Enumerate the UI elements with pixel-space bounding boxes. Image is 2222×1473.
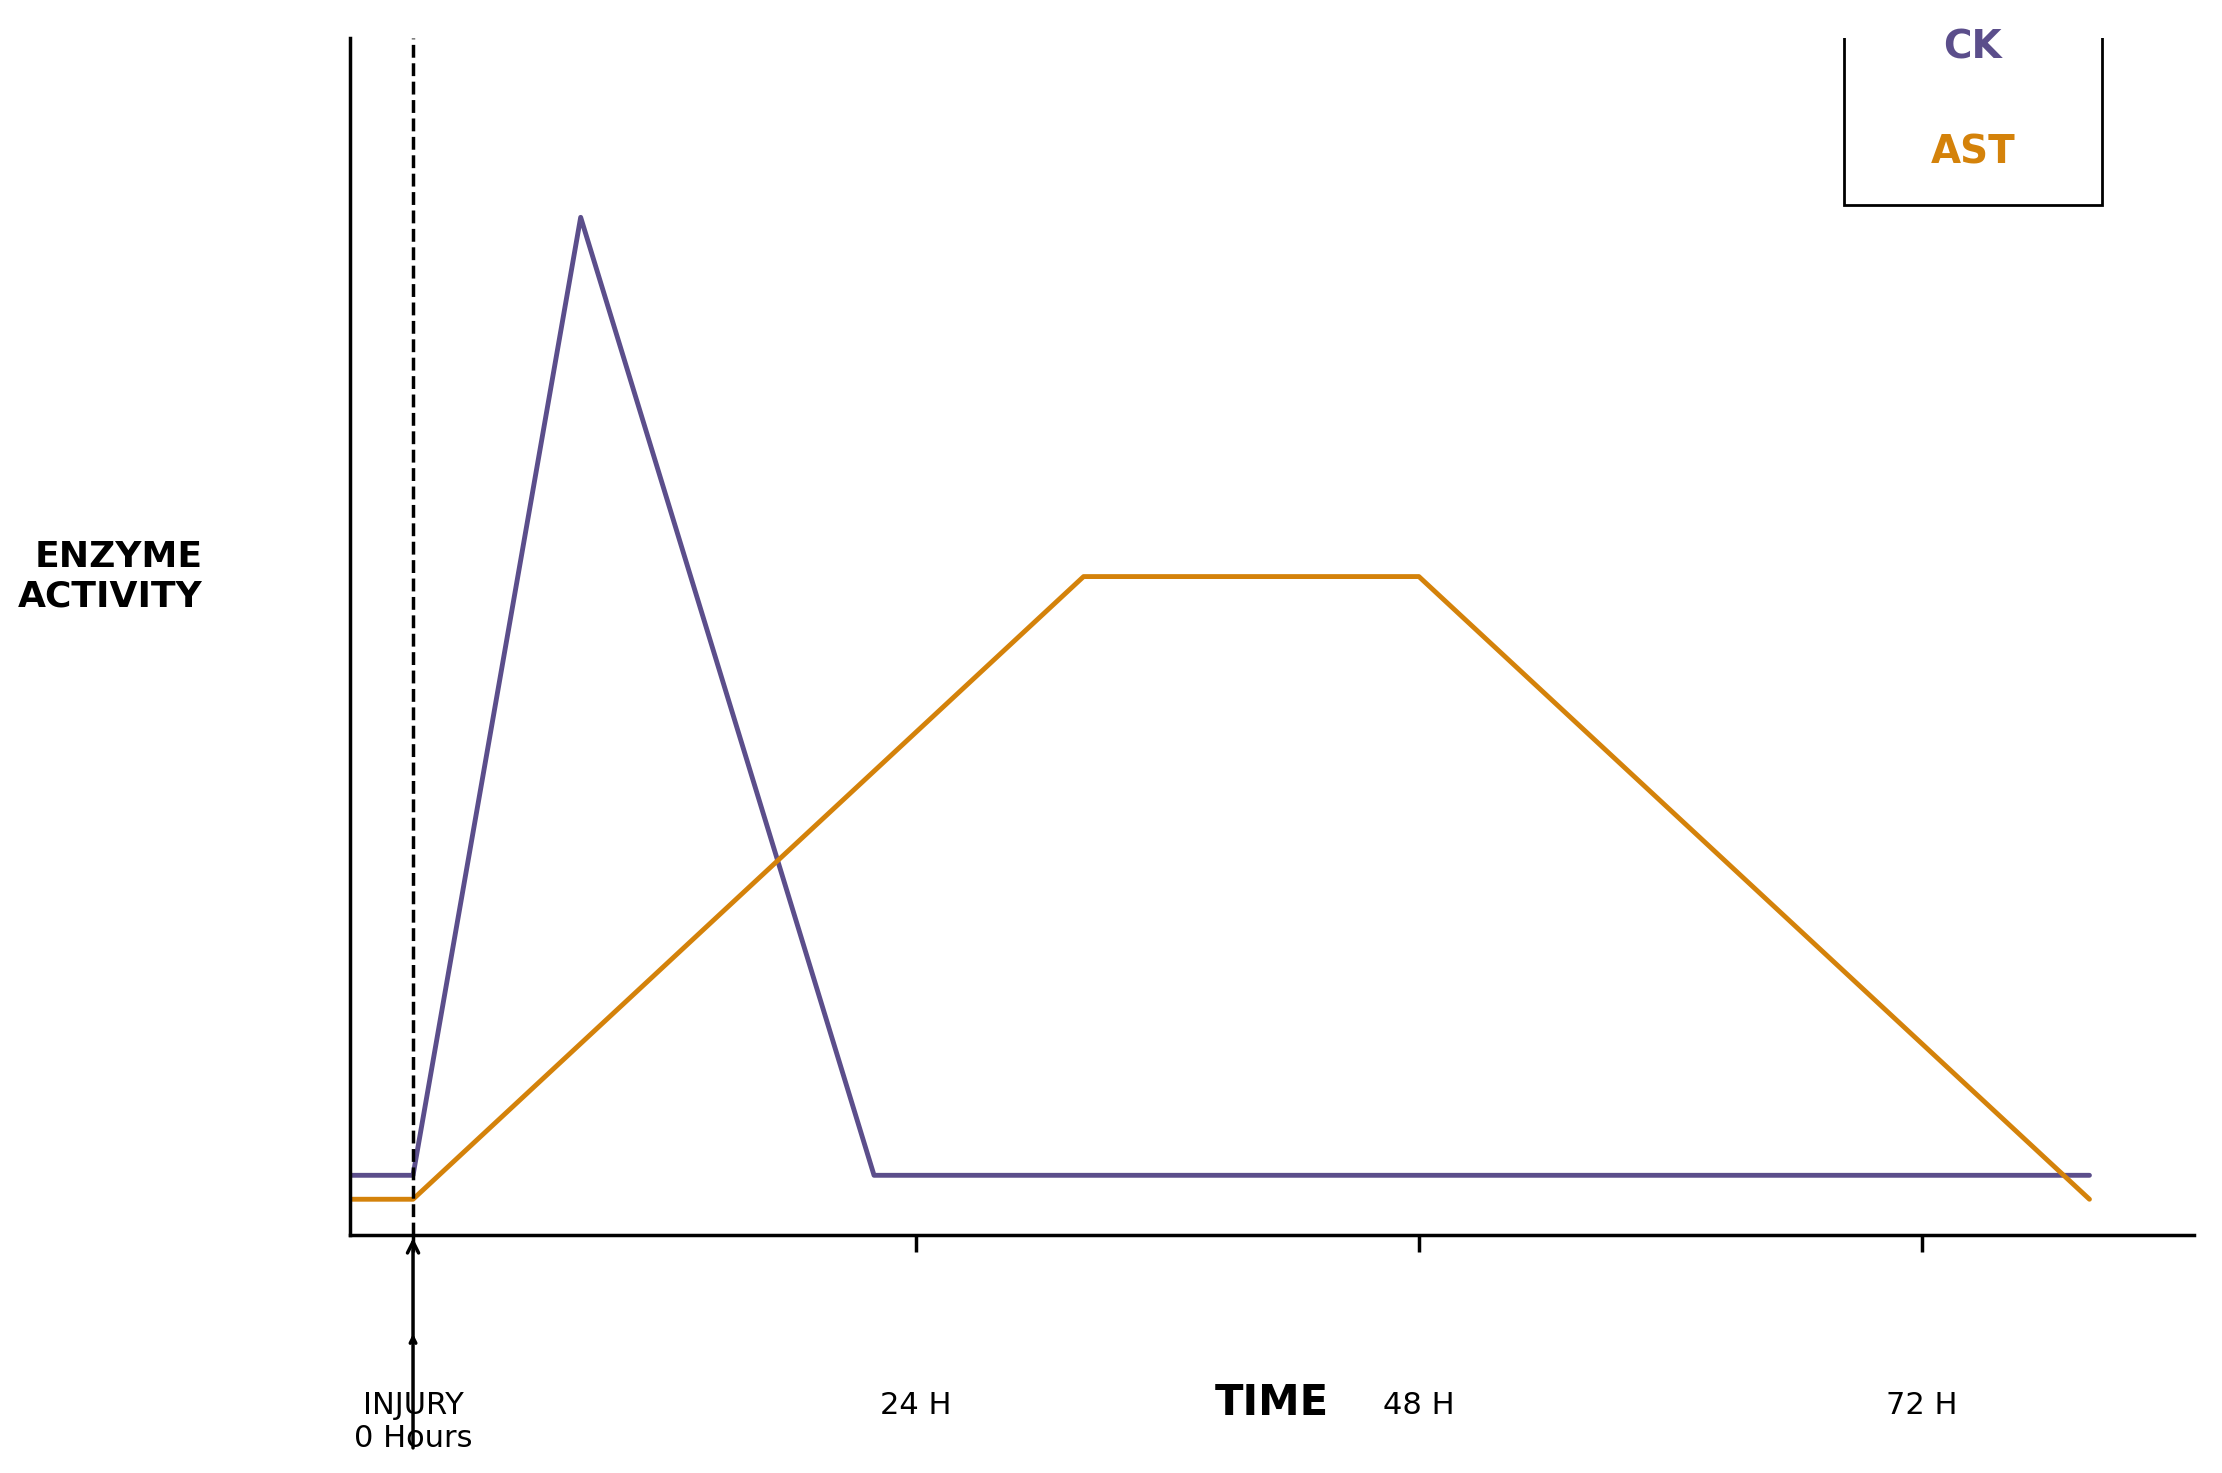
- FancyBboxPatch shape: [1844, 0, 2102, 205]
- Text: INJURY
0 Hours: INJURY 0 Hours: [353, 1391, 473, 1454]
- X-axis label: TIME: TIME: [1215, 1382, 1329, 1424]
- Text: 72 H: 72 H: [1886, 1391, 1958, 1420]
- Text: AST: AST: [1931, 134, 2015, 172]
- Text: CK: CK: [1944, 28, 2002, 66]
- Text: 48 H: 48 H: [1382, 1391, 1455, 1420]
- Text: 24 H: 24 H: [880, 1391, 951, 1420]
- Y-axis label: ENZYME
ACTIVITY: ENZYME ACTIVITY: [18, 541, 202, 613]
